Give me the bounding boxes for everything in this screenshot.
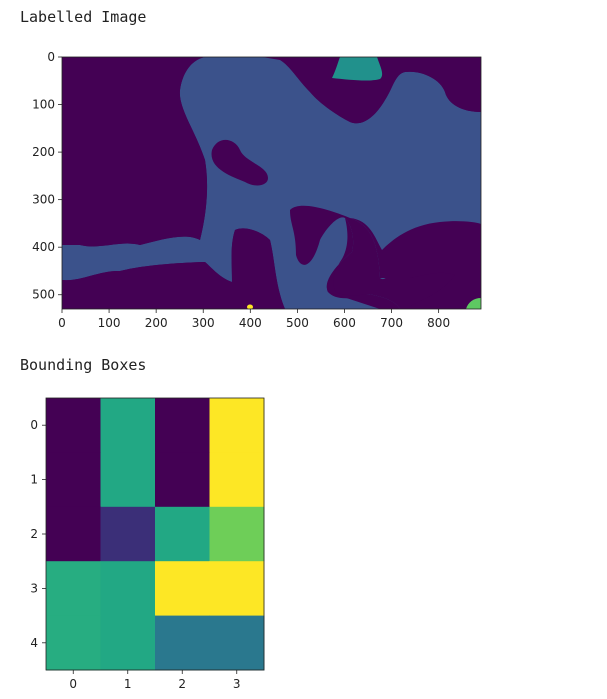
y-tick-label: 400 bbox=[32, 240, 55, 254]
chart1-title: Labelled Image bbox=[20, 8, 147, 26]
x-tick-label: 3 bbox=[233, 677, 241, 691]
heatmap-cell bbox=[100, 398, 156, 453]
x-tick-label: 700 bbox=[380, 316, 403, 330]
heatmap-cell bbox=[155, 615, 210, 671]
upper-right-background bbox=[280, 57, 481, 124]
chart2-grid bbox=[46, 398, 265, 671]
bottom-right-background bbox=[350, 218, 481, 309]
y-tick-label: 500 bbox=[32, 288, 55, 302]
heatmap-cell bbox=[155, 561, 210, 617]
chart2-axes: 0 1 2 3 0 1 2 3 4 bbox=[30, 418, 240, 691]
heatmap-cell bbox=[100, 561, 156, 617]
x-tick-label: 2 bbox=[178, 677, 186, 691]
heatmap-cell bbox=[46, 615, 101, 671]
y-tick-label: 3 bbox=[30, 581, 38, 595]
heatmap-cell bbox=[209, 398, 265, 453]
x-tick-label: 0 bbox=[69, 677, 77, 691]
top-blob bbox=[332, 57, 383, 81]
bottom-left-background bbox=[62, 228, 285, 309]
x-tick-label: 0 bbox=[58, 316, 66, 330]
heatmap-cell bbox=[209, 615, 265, 671]
heatmap-cell bbox=[209, 561, 265, 617]
x-tick-label: 300 bbox=[192, 316, 215, 330]
x-tick-label: 600 bbox=[333, 316, 356, 330]
x-tick-label: 400 bbox=[239, 316, 262, 330]
y-tick-label: 300 bbox=[32, 193, 55, 207]
y-tick-label: 200 bbox=[32, 145, 55, 159]
y-tick-label: 2 bbox=[30, 527, 38, 541]
heatmap-cell bbox=[209, 506, 265, 562]
heatmap-cell bbox=[155, 506, 210, 562]
y-tick-label: 1 bbox=[30, 473, 38, 487]
x-tick-label: 800 bbox=[427, 316, 450, 330]
small-blob bbox=[247, 304, 253, 309]
heatmap-cell bbox=[46, 561, 101, 617]
x-tick-label: 100 bbox=[98, 316, 121, 330]
heatmap-cell bbox=[155, 398, 210, 453]
heatmap-cell bbox=[46, 398, 101, 453]
heatmap-cell bbox=[155, 452, 210, 508]
x-tick-label: 1 bbox=[124, 677, 132, 691]
y-tick-label: 4 bbox=[30, 636, 38, 650]
heatmap-cell bbox=[100, 452, 156, 508]
chart2-title: Bounding Boxes bbox=[20, 356, 147, 374]
heatmap-cell bbox=[46, 506, 101, 562]
x-tick-label: 500 bbox=[286, 316, 309, 330]
y-tick-label: 0 bbox=[47, 50, 55, 64]
heatmap-cell bbox=[100, 615, 156, 671]
bottom-right-blob bbox=[466, 298, 481, 309]
x-tick-label: 200 bbox=[145, 316, 168, 330]
heatmap-cell bbox=[100, 506, 156, 562]
y-tick-label: 0 bbox=[30, 418, 38, 432]
heatmap-cell bbox=[46, 452, 101, 508]
heatmap-cell bbox=[209, 452, 265, 508]
chart1-axes: 0 100 200 300 400 500 600 700 800 0 100 200 300 400 50… bbox=[32, 50, 450, 330]
labelled-image-chart: 0 100 200 300 400 500 600 700 800 0 100 200 300 400 50… bbox=[32, 50, 482, 330]
left-background bbox=[62, 57, 208, 247]
inner-background-blob bbox=[211, 139, 268, 186]
y-tick-label: 100 bbox=[32, 98, 55, 112]
